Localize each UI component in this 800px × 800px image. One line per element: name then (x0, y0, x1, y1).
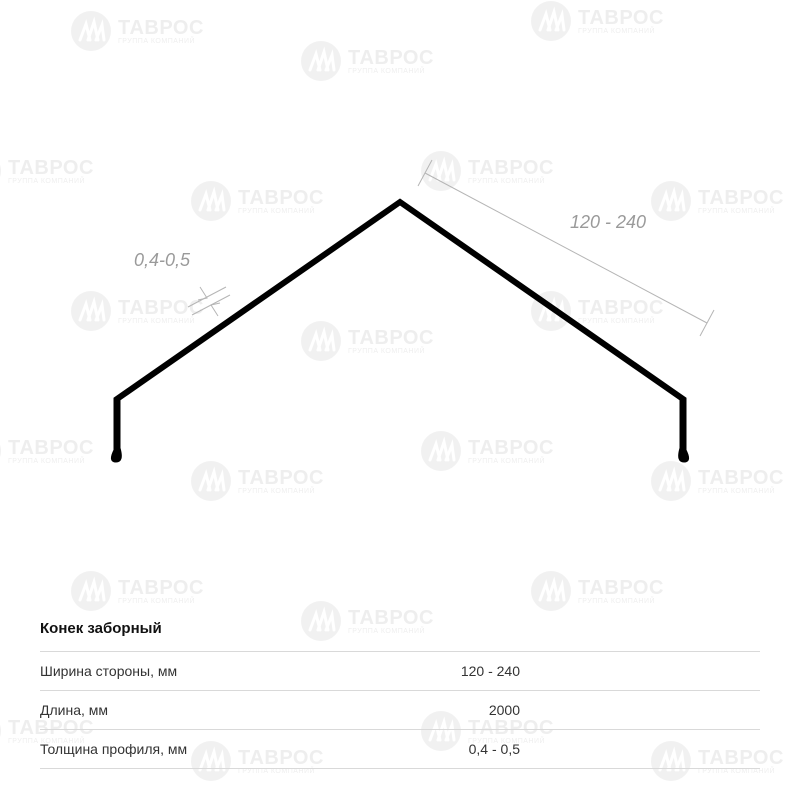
spec-value: 120 - 240 (461, 663, 760, 679)
spec-value: 2000 (489, 702, 760, 718)
spec-label: Толщина профиля, мм (40, 741, 187, 757)
profile-path (111, 199, 688, 462)
spec-row: Ширина стороны, мм 120 - 240 (40, 652, 760, 691)
thickness-label: 0,4-0,5 (134, 250, 190, 271)
profile-diagram: 0,4-0,5 120 - 240 (40, 120, 760, 520)
profile-svg (40, 120, 760, 520)
spec-value: 0,4 - 0,5 (469, 741, 760, 757)
dimension-thickness (188, 287, 230, 316)
spec-label: Ширина стороны, мм (40, 663, 177, 679)
watermark: ТАВРОСГРУППА КОМПАНИЙ (70, 570, 204, 612)
profile-stroke (115, 202, 686, 460)
watermark: ТАВРОСГРУППА КОМПАНИЙ (530, 0, 664, 42)
specs-title: Конек заборный (40, 620, 760, 652)
spec-row: Толщина профиля, мм 0,4 - 0,5 (40, 730, 760, 769)
watermark: ТАВРОСГРУППА КОМПАНИЙ (70, 10, 204, 52)
watermark: ТАВРОСГРУППА КОМПАНИЙ (300, 40, 434, 82)
spec-row: Длина, мм 2000 (40, 691, 760, 730)
width-label: 120 - 240 (570, 212, 646, 233)
watermark: ТАВРОСГРУППА КОМПАНИЙ (530, 570, 664, 612)
specs-table: Конек заборный Ширина стороны, мм 120 - 2… (40, 620, 760, 769)
spec-label: Длина, мм (40, 702, 108, 718)
